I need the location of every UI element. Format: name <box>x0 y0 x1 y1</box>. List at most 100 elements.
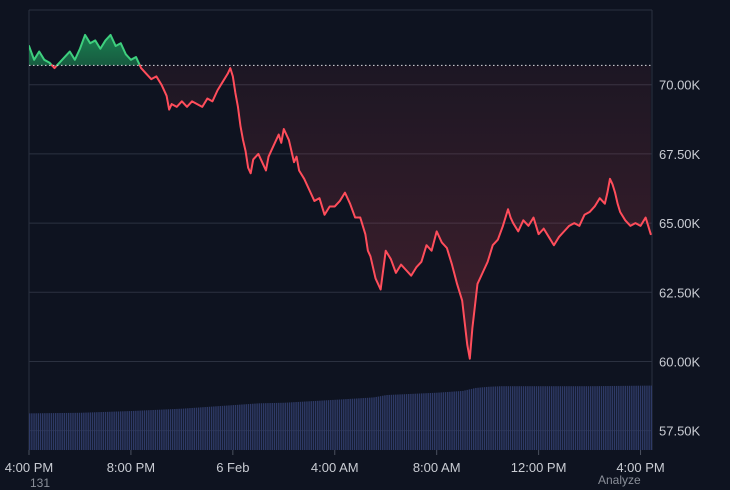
volume-bar <box>128 411 131 450</box>
volume-bar <box>256 403 258 450</box>
volume-bar <box>254 403 256 450</box>
volume-bar <box>301 401 304 450</box>
volume-bar <box>449 391 451 450</box>
volume-bar <box>631 385 633 450</box>
volume-bar <box>557 386 559 450</box>
volume-bar <box>447 391 449 450</box>
volume-bar <box>501 386 503 450</box>
volume-bar <box>228 405 230 450</box>
price-line-up <box>56 33 141 67</box>
volume-bar <box>57 413 59 450</box>
volume-bar <box>427 393 429 450</box>
volume-bar <box>135 410 137 450</box>
price-line-up <box>29 44 53 67</box>
volume-bar <box>297 401 299 450</box>
volume-bar <box>613 385 616 450</box>
volume-bar <box>150 410 152 450</box>
volume-bar <box>102 411 105 450</box>
volume-bar <box>158 409 161 450</box>
volume-bar <box>505 386 507 450</box>
volume-bar <box>592 386 594 450</box>
volume-bar <box>325 400 328 450</box>
volume-bar <box>165 409 167 450</box>
volume-bar <box>568 386 570 450</box>
volume-bar <box>472 388 475 450</box>
volume-bar <box>421 393 423 450</box>
volume-bar <box>91 412 94 450</box>
volume-bar <box>375 396 377 450</box>
volume-bar <box>126 411 128 450</box>
volume-bar <box>386 395 388 450</box>
volume-bar <box>498 386 501 450</box>
volume-bar <box>481 387 484 450</box>
volume-bar <box>520 386 523 450</box>
volume-bar <box>152 410 154 450</box>
analyze-link[interactable]: Analyze <box>598 473 641 487</box>
x-tick-label: 4:00 AM <box>311 460 359 475</box>
footer-left-text: 131 <box>30 476 51 490</box>
volume-bar <box>241 404 243 450</box>
volume-bar <box>59 413 61 450</box>
volume-bar <box>197 407 200 450</box>
volume-bar <box>319 400 321 450</box>
volume-bar <box>54 413 57 450</box>
volume-bar <box>371 397 373 450</box>
volume-bar <box>106 411 109 450</box>
volume-bar <box>646 385 648 450</box>
volume-bar <box>48 413 50 450</box>
volume-bar <box>37 413 40 450</box>
volume-bar <box>52 413 55 450</box>
volume-bar <box>425 393 427 450</box>
volume-bar <box>262 403 265 450</box>
volume-bar <box>527 386 529 450</box>
volume-bar <box>143 410 146 450</box>
volume-bar <box>494 386 497 450</box>
volume-bar <box>176 408 178 450</box>
volume-bar <box>258 403 260 450</box>
volume-bar <box>529 386 531 450</box>
volume-bar <box>414 393 416 450</box>
volume-bar <box>215 406 217 450</box>
volume-bar <box>553 386 555 450</box>
volume-bar <box>524 386 527 450</box>
volume-bar <box>533 386 536 450</box>
volume-bar <box>362 398 364 450</box>
volume-bar <box>171 409 174 450</box>
volume-bar <box>195 407 198 450</box>
volume-bar <box>174 408 176 450</box>
volume-bar <box>232 405 234 450</box>
volume-bar <box>113 411 115 450</box>
volume-bar <box>50 413 53 450</box>
volume-bar <box>167 409 170 450</box>
volume-bar <box>457 391 460 450</box>
volume-bar <box>269 403 271 450</box>
volume-bar <box>408 394 410 450</box>
volume-bar <box>633 385 635 450</box>
volume-bar <box>516 386 518 450</box>
volume-bar <box>236 404 239 450</box>
volume-bar <box>191 407 193 450</box>
volume-bar <box>602 386 605 450</box>
area-above-baseline <box>57 34 140 66</box>
y-tick-label: 60.00K <box>659 354 701 369</box>
volume-bar <box>115 411 118 450</box>
volume-bar <box>282 402 284 450</box>
volume-bar <box>531 386 533 450</box>
volume-bar <box>265 403 267 450</box>
volume-bar <box>280 402 282 450</box>
volume-bar <box>483 387 486 450</box>
volume-bar <box>332 399 334 450</box>
volume-bar <box>537 386 540 450</box>
volume-bar <box>626 385 629 450</box>
x-tick-label: 12:00 PM <box>511 460 567 475</box>
volume-bar <box>639 385 642 450</box>
volume-bar <box>598 386 601 450</box>
volume-bar <box>29 413 31 450</box>
volume-bar <box>271 403 273 450</box>
volume-bar <box>395 394 397 450</box>
volume-bar <box>611 385 614 450</box>
volume-bar <box>410 393 412 450</box>
volume-bar <box>390 394 393 450</box>
volume-bar <box>180 408 183 450</box>
